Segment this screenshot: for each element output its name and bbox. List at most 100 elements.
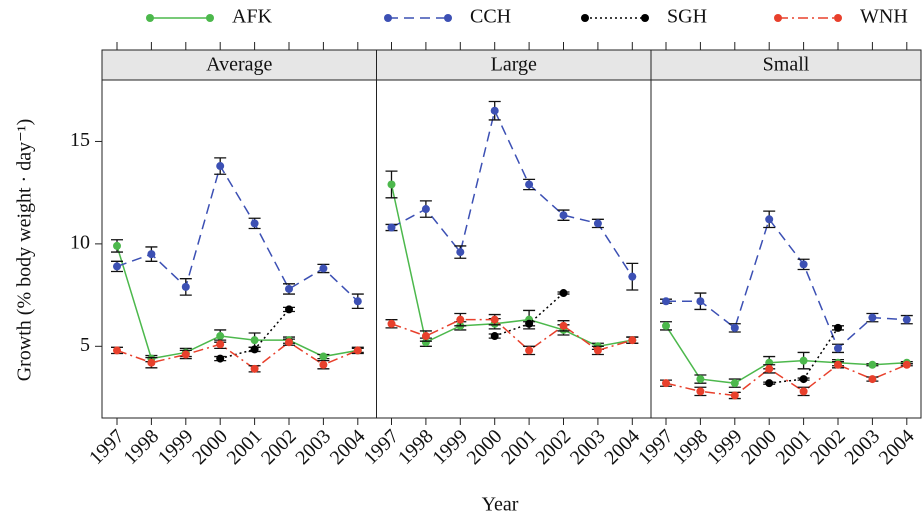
point bbox=[799, 375, 808, 384]
point bbox=[696, 375, 705, 384]
error-bar bbox=[866, 312, 879, 323]
point bbox=[113, 346, 121, 355]
point bbox=[868, 375, 877, 384]
point bbox=[250, 345, 259, 354]
error-bar bbox=[763, 379, 776, 388]
error-bar bbox=[797, 375, 810, 384]
x-tick-label: 2003 bbox=[291, 425, 335, 469]
x-tick-label: 2003 bbox=[566, 425, 610, 469]
point bbox=[113, 241, 121, 250]
x-tick-label: 2002 bbox=[531, 425, 575, 469]
series-line bbox=[116, 164, 359, 302]
y-tick-label: 15 bbox=[70, 129, 90, 151]
legend-marker bbox=[774, 14, 782, 22]
x-tick-label: 2001 bbox=[497, 425, 541, 469]
error-bar bbox=[866, 375, 879, 384]
point bbox=[250, 364, 259, 373]
x-tick-label: 1997 bbox=[359, 425, 403, 469]
error-bar bbox=[523, 319, 536, 328]
error-bar bbox=[488, 332, 501, 341]
point bbox=[147, 358, 156, 367]
error-bar bbox=[832, 360, 844, 369]
point bbox=[525, 346, 534, 355]
point bbox=[696, 297, 705, 306]
error-bar bbox=[111, 260, 123, 273]
x-tick-label: 2000 bbox=[188, 425, 232, 469]
series-line bbox=[116, 245, 358, 360]
error-bar bbox=[283, 338, 295, 347]
point bbox=[525, 319, 534, 328]
point bbox=[216, 354, 225, 363]
error-bar bbox=[317, 359, 330, 370]
error-bar bbox=[797, 258, 810, 271]
point bbox=[250, 336, 259, 345]
error-bar bbox=[557, 320, 570, 332]
error-bar bbox=[179, 349, 192, 360]
panel bbox=[650, 79, 922, 419]
legend-label: SGH bbox=[667, 6, 707, 28]
point bbox=[834, 344, 842, 353]
y-tick-label: 5 bbox=[80, 334, 90, 356]
x-tick-label: 2000 bbox=[463, 425, 507, 469]
point bbox=[868, 313, 877, 322]
y-axis-label: Growth (% body weight · day⁻¹) bbox=[14, 119, 36, 382]
error-bar bbox=[488, 100, 501, 121]
point bbox=[421, 338, 430, 347]
error-bar bbox=[111, 239, 123, 253]
point bbox=[387, 319, 396, 328]
error-bar bbox=[523, 345, 536, 356]
error-bar bbox=[660, 321, 672, 331]
x-tick-label: 2002 bbox=[806, 425, 850, 469]
legend-label: AFK bbox=[232, 6, 273, 28]
error-bar bbox=[214, 157, 227, 175]
x-tick-label: 2004 bbox=[875, 425, 919, 469]
point bbox=[765, 379, 774, 388]
point bbox=[181, 282, 190, 291]
point bbox=[628, 336, 637, 345]
point bbox=[730, 391, 739, 400]
panel bbox=[101, 79, 377, 419]
legend-label: WNH bbox=[860, 6, 908, 28]
error-bar bbox=[763, 364, 776, 374]
point bbox=[456, 248, 465, 257]
point bbox=[285, 338, 293, 347]
point bbox=[353, 346, 362, 355]
error-bar bbox=[557, 289, 570, 298]
x-tick-label: 2004 bbox=[326, 425, 370, 469]
error-bar bbox=[728, 378, 741, 388]
point bbox=[113, 262, 121, 271]
point bbox=[593, 346, 602, 355]
point bbox=[421, 332, 430, 341]
point bbox=[285, 284, 293, 293]
panel-title: Small bbox=[763, 54, 810, 76]
error-bar bbox=[248, 217, 261, 230]
point bbox=[250, 219, 259, 228]
point bbox=[628, 272, 637, 281]
point bbox=[662, 321, 670, 330]
error-bar bbox=[694, 374, 707, 384]
error-bar bbox=[454, 312, 467, 327]
point bbox=[834, 323, 842, 332]
legend-marker bbox=[444, 14, 452, 22]
point bbox=[490, 315, 499, 324]
error-bar bbox=[317, 352, 330, 361]
point bbox=[216, 162, 225, 171]
legend-label: CCH bbox=[470, 6, 511, 28]
point bbox=[593, 219, 602, 228]
error-bar bbox=[660, 379, 672, 388]
point bbox=[799, 260, 808, 269]
point bbox=[319, 264, 328, 273]
error-bar bbox=[591, 345, 604, 356]
strip bbox=[376, 49, 652, 81]
point bbox=[662, 297, 670, 306]
error-bar bbox=[283, 305, 295, 314]
error-bar bbox=[866, 360, 879, 369]
x-tick-label: 1999 bbox=[703, 425, 747, 469]
point bbox=[490, 106, 499, 115]
point bbox=[559, 321, 568, 330]
panel-title: Average bbox=[206, 54, 272, 76]
series-line bbox=[391, 318, 633, 352]
point bbox=[421, 205, 430, 214]
point bbox=[285, 305, 293, 314]
error-bar bbox=[283, 283, 295, 295]
